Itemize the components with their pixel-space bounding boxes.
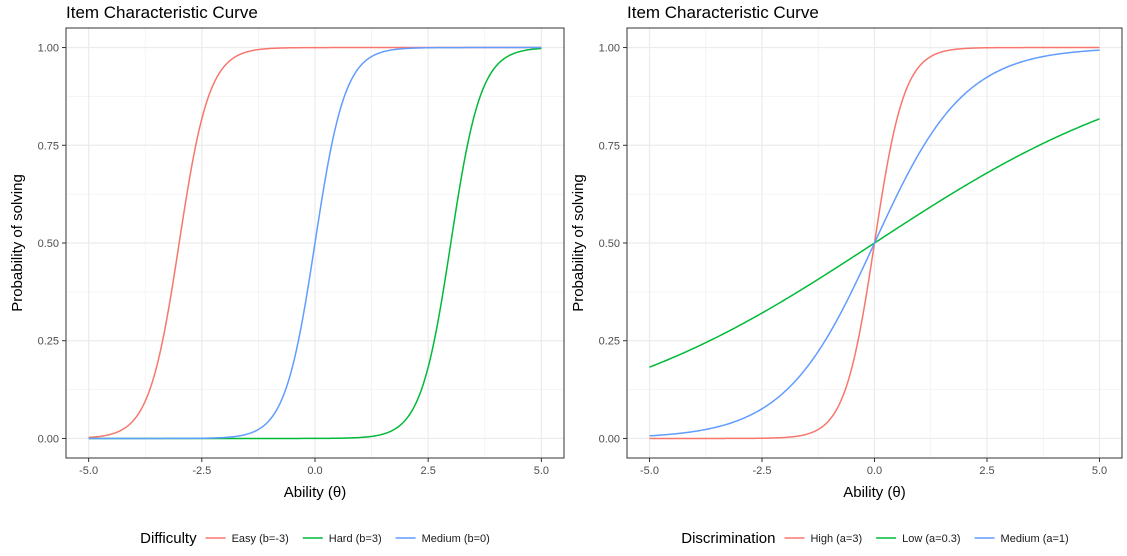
series-line-3	[88, 46, 542, 440]
chart-panel-1: Item Characteristic Curve -5.0 -2.5 0.0 2.5 5…	[9, 3, 565, 547]
x-tick-label: -2.5	[753, 465, 772, 477]
chart-title: Item Characteristic Curve	[66, 3, 258, 22]
chart-title: Item Characteristic Curve	[627, 3, 819, 22]
legend-label: Low (a=0.3)	[902, 533, 960, 545]
legend-title: Discrimination	[681, 530, 775, 547]
series-lines	[88, 46, 542, 440]
y-tick-label: 0.00	[38, 433, 59, 445]
y-tick-label: 0.50	[599, 238, 620, 250]
x-tick-label: 5.0	[1092, 465, 1107, 477]
legend-label: Easy (b=-3)	[232, 533, 289, 545]
y-tick-label: 0.25	[38, 336, 59, 348]
y-tick-label: 0.00	[599, 433, 620, 445]
y-tick-label: 1.00	[38, 43, 59, 55]
legend-label: High (a=3)	[810, 533, 862, 545]
y-tick-label: 1.00	[599, 43, 620, 55]
series-lines	[649, 46, 1100, 440]
x-tick-label: 2.5	[979, 465, 994, 477]
series-line-3	[649, 49, 1100, 437]
y-tick-label: 0.50	[38, 238, 59, 250]
legend-title: Difficulty	[140, 530, 197, 547]
chart-panel-2: Item Characteristic Curve -5.0 -2.5 0.0 2.5 5…	[570, 3, 1123, 547]
legend: Difficulty Easy (b=-3) Hard (b=3) Medium (b…	[140, 530, 490, 547]
y-axis-title: Probability of solving	[570, 174, 587, 312]
x-tick-label: -5.0	[640, 465, 659, 477]
x-tick-label: 0.0	[867, 465, 882, 477]
x-tick-label: 0.0	[307, 465, 322, 477]
x-tick-label: -2.5	[192, 465, 211, 477]
x-tick-label: 2.5	[421, 465, 436, 477]
x-tick-label: -5.0	[79, 465, 98, 477]
y-tick-label: 0.75	[38, 140, 59, 152]
legend-label: Medium (a=1)	[1001, 533, 1069, 545]
y-axis-title: Probability of solving	[9, 174, 26, 312]
y-tick-label: 0.75	[599, 140, 620, 152]
x-axis-title: Ability (θ)	[843, 484, 906, 501]
legend-label: Medium (b=0)	[422, 533, 490, 545]
x-tick-label: 5.0	[534, 465, 549, 477]
x-axis-title: Ability (θ)	[284, 484, 347, 501]
y-tick-label: 0.25	[599, 336, 620, 348]
legend-label: Hard (b=3)	[329, 533, 382, 545]
legend: Discrimination High (a=3) Low (a=0.3) Mediu…	[681, 530, 1068, 547]
